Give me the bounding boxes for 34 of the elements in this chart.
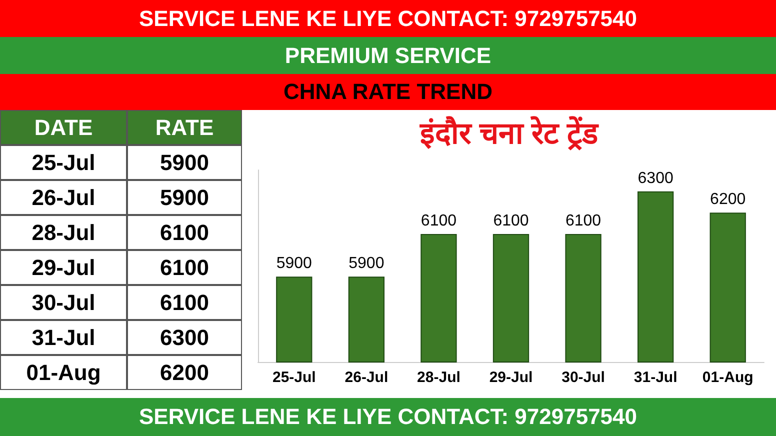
x-tick-label: 28-Jul <box>417 369 460 386</box>
text: CHNA RATE TREND <box>0 74 776 111</box>
category-label: 28-Jul <box>32 220 96 244</box>
text: 5900 <box>127 180 242 215</box>
chart-title: इंदौर चना रेट ट्रेंड <box>418 116 599 150</box>
data-label: 6200 <box>710 191 746 208</box>
data-label: 6100 <box>565 212 602 230</box>
text: PREMIUM SERVICE <box>0 37 776 75</box>
category-label: 30-Jul <box>32 290 96 314</box>
text: 6200 <box>127 355 242 390</box>
text: 6300 <box>127 320 242 355</box>
x-tick-label: 29-Jul <box>489 369 533 386</box>
text: 5900 <box>127 145 242 180</box>
category-label: 31-Jul <box>32 324 96 350</box>
text: SERVICE LENE KE LIYE CONTACT: 9729757540 <box>0 398 776 436</box>
data-label: 6100 <box>420 212 457 230</box>
data-label: 6300 <box>638 170 674 187</box>
text: RATE <box>127 110 242 145</box>
x-tick-label: 26-Jul <box>344 369 388 386</box>
category-label: 29-Jul <box>32 254 96 280</box>
data-label: 5900 <box>348 255 384 272</box>
category-label: 26-Jul <box>32 184 96 210</box>
text: 6100 <box>127 250 242 285</box>
text: DATE <box>0 110 127 145</box>
text: SERVICE LENE KE LIYE CONTACT: 9729757540 <box>0 0 776 38</box>
data-label: 5900 <box>276 255 312 272</box>
x-tick-label: 01-Aug <box>702 369 754 386</box>
text: 6100 <box>127 285 242 320</box>
x-tick-label: 25-Jul <box>272 369 316 386</box>
text: 6100 <box>127 215 242 250</box>
category-label: 25-Jul <box>32 150 96 174</box>
x-tick-label: 30-Jul <box>562 369 605 386</box>
data-label: 6100 <box>493 212 529 230</box>
x-tick-label: 31-Jul <box>634 369 678 386</box>
